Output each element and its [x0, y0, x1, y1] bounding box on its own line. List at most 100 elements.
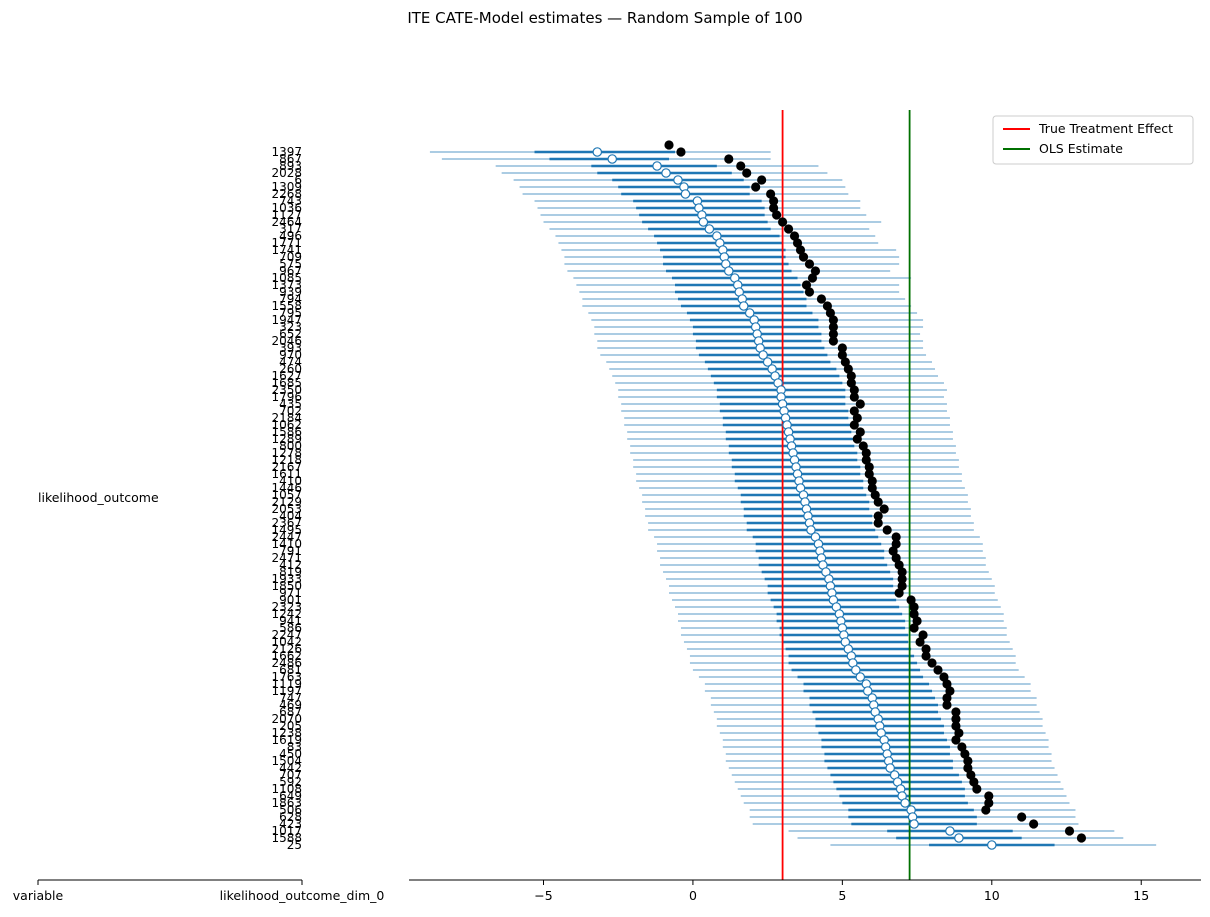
left-label-panel: likelihood_outcome variable likelihood_o… [13, 145, 385, 903]
true-ite-point [894, 560, 904, 570]
true-ite-point [966, 770, 976, 780]
row-id-label: 1309 [271, 180, 302, 194]
row-id-label: 2486 [271, 656, 302, 670]
true-ite-point [951, 735, 961, 745]
true-ite-point [804, 287, 815, 297]
true-ite-point [921, 644, 931, 654]
estimate-point [758, 350, 768, 360]
row-id-label: 800 [279, 439, 302, 453]
row-id-label: 1741 [271, 243, 302, 257]
row-id-label: 25 [287, 838, 302, 852]
row-id-label: 1796 [271, 390, 302, 404]
true-ite-point [828, 329, 838, 339]
left-xtick-label-dim: likelihood_outcome_dim_0 [220, 888, 385, 903]
true-ite-point [909, 602, 919, 612]
true-ite-point [792, 238, 803, 248]
true-ite-point [849, 406, 859, 416]
estimate-point [885, 763, 895, 773]
true-ite-point [897, 574, 907, 584]
row-id-label: 1504 [271, 754, 302, 768]
row-id-label: 1627 [271, 369, 302, 383]
row-id-label: 2471 [271, 551, 302, 565]
row-id-label: 1108 [271, 782, 302, 796]
row-id-label: 2046 [271, 334, 302, 348]
row-id-label: 2367 [271, 516, 302, 530]
estimate-point [704, 224, 715, 234]
row-id-label: 575 [279, 257, 302, 271]
row-id-label: 1057 [271, 488, 302, 502]
row-id-label: 1197 [271, 684, 302, 698]
row-id-label: 1446 [271, 481, 302, 495]
row-id-label: 83 [287, 740, 302, 754]
estimate-point [698, 217, 709, 227]
legend-label-true-effect: True Treatment Effect [1038, 121, 1173, 136]
true-ite-point [825, 308, 836, 318]
true-ite-point [837, 350, 847, 360]
true-ite-point [939, 672, 949, 682]
true-ite-point [742, 168, 752, 178]
true-ite-point [873, 518, 883, 528]
reference-lines [781, 110, 911, 880]
true-ite-point [918, 630, 928, 640]
true-ite-point [751, 182, 761, 192]
estimate-point [673, 175, 683, 185]
true-ite-point [951, 721, 961, 731]
row-id-label: 1586 [271, 425, 302, 439]
row-id-label: 6 [294, 173, 302, 187]
row-id-label: 1763 [271, 670, 302, 684]
true-ite-point [849, 420, 859, 430]
estimate-point [661, 168, 671, 178]
true-ite-point [852, 413, 862, 423]
row-id-label: 260 [279, 362, 302, 376]
true-ite-point [855, 399, 865, 409]
true-ite-point [963, 756, 973, 766]
row-id-label: 1373 [271, 278, 302, 292]
row-id-label: 747 [279, 691, 302, 705]
chart-title: ITE CATE-Model estimates — Random Sample… [407, 9, 802, 27]
estimate-point [744, 308, 755, 318]
true-ite-point [909, 623, 919, 633]
row-id-label: 1662 [271, 649, 302, 663]
row-id-label: 652 [279, 327, 302, 341]
inner-intervals [534, 150, 1055, 847]
row-id-label: 1218 [271, 453, 302, 467]
row-id-label: 1611 [271, 467, 302, 481]
row-id-label: 1036 [271, 201, 302, 215]
row-id-label: 2184 [271, 411, 302, 425]
true-ite-point [757, 175, 767, 185]
true-ite-point [867, 483, 877, 493]
true-ite-point [981, 805, 991, 815]
row-id-label: 496 [279, 229, 302, 243]
true-ite-point [849, 385, 859, 395]
true-ite-point [804, 259, 815, 269]
row-id-label: 317 [279, 222, 302, 236]
true-ite-point [807, 273, 818, 283]
true-ite-point [1017, 812, 1027, 822]
row-id-label: 412 [279, 558, 302, 572]
estimate-point [607, 154, 618, 164]
true-ite-point [828, 336, 838, 346]
row-id-label: 2350 [271, 383, 302, 397]
row-id-label: 2167 [271, 460, 302, 474]
true-ite-point [861, 448, 871, 458]
true-ite-point [870, 490, 880, 500]
true-ite-point [897, 567, 907, 577]
true-ite-point [822, 301, 833, 311]
true-ite-point [1064, 826, 1075, 836]
true-ite-point [945, 686, 955, 696]
true-ite-point [867, 476, 877, 486]
true-ite-point [984, 791, 994, 801]
true-ite-point [921, 651, 931, 661]
row-id-label: 442 [279, 761, 302, 775]
true-ite-point [933, 665, 943, 675]
true-ite-point [951, 714, 961, 724]
row-id-label: 2268 [271, 187, 302, 201]
x-tick-label: 0 [689, 888, 697, 903]
true-ite-point [942, 700, 952, 710]
true-ite-point [828, 322, 838, 332]
row-id-label: 791 [279, 544, 302, 558]
row-id-label: 205 [279, 719, 302, 733]
row-id-label: 1495 [271, 523, 302, 537]
true-ite-point [915, 637, 925, 647]
true-ite-point [828, 315, 838, 325]
